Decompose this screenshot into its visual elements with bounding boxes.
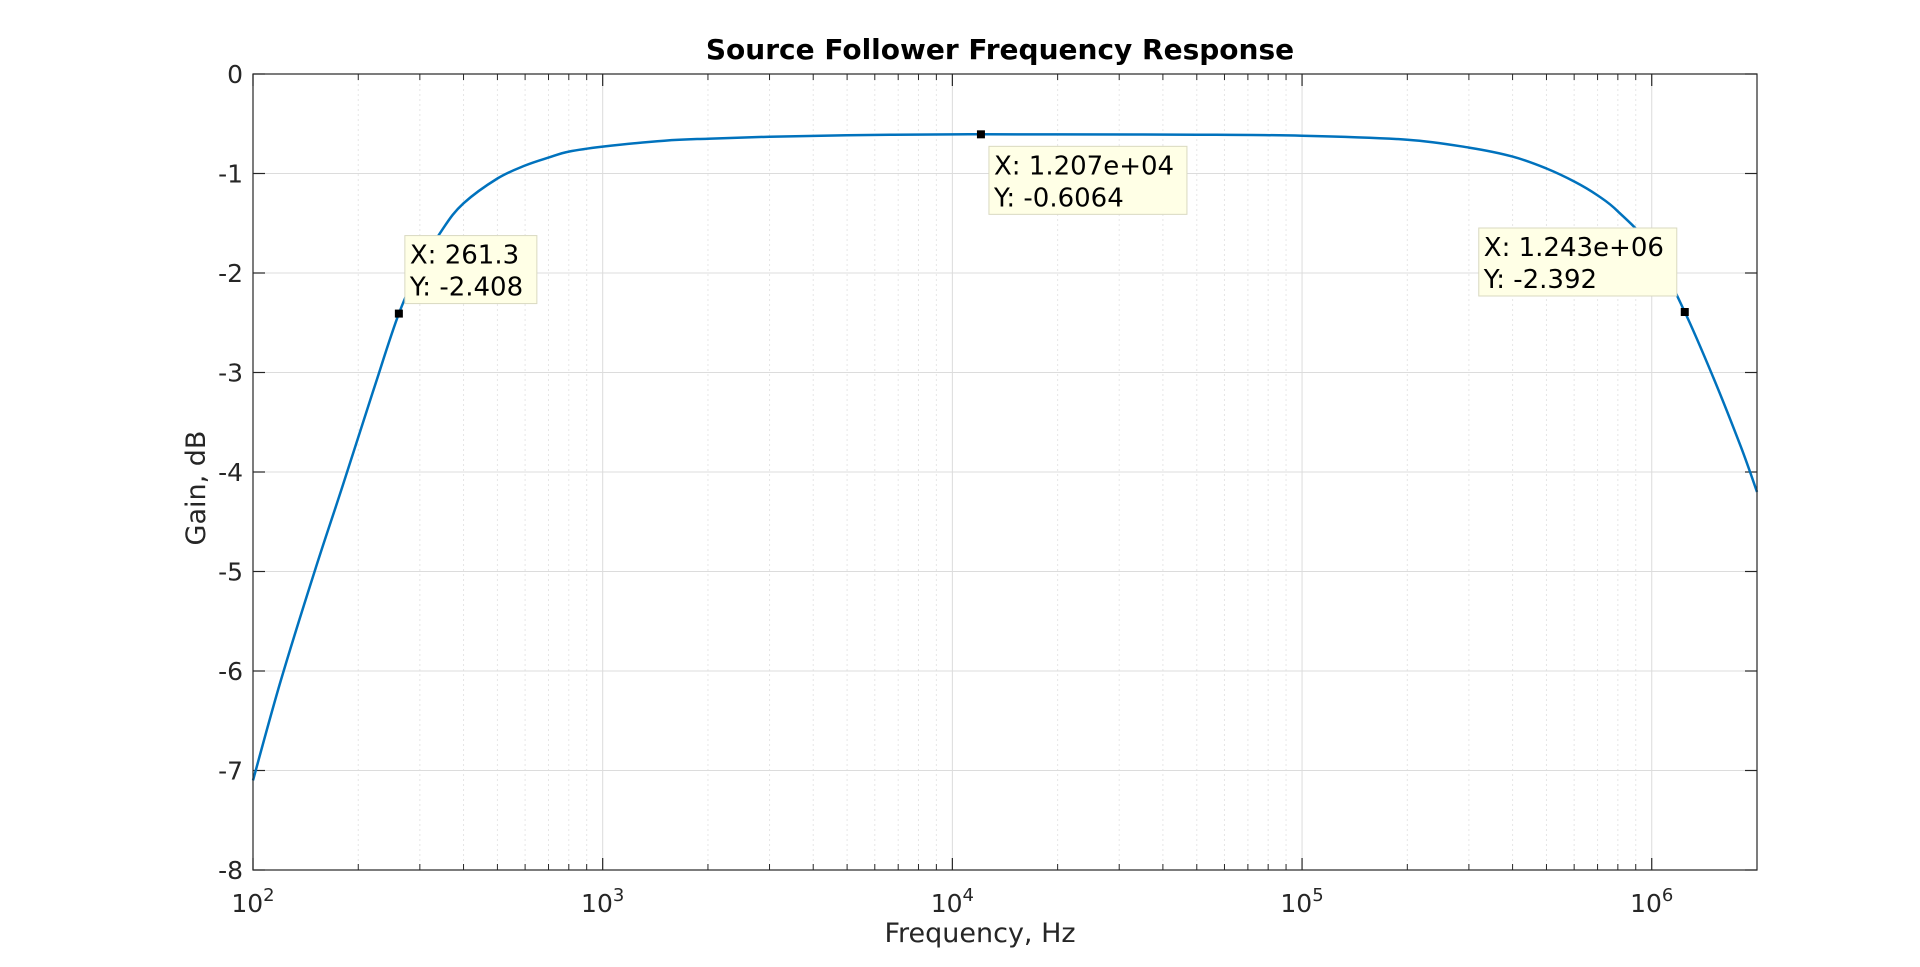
y-tick-labels: 0 -1 -2 -3 -4 -5 -6 -7 -8 (218, 60, 243, 885)
y-tick-label: -8 (218, 856, 243, 885)
x-tick-label: 102 (231, 885, 274, 918)
x-tick-labels: 102 103 104 105 106 (231, 885, 1673, 918)
datatip-box (404, 235, 538, 305)
datatip-y-label: Y: -2.408 (409, 273, 523, 303)
x-tick-label: 105 (1280, 885, 1323, 918)
y-tick-label: -6 (218, 657, 243, 686)
axes-frame (252, 73, 1758, 871)
datatip-x-label: X: 1.207e+04 (994, 151, 1174, 181)
datatip: X: 1.207e+04Y: -0.6064 (976, 130, 1188, 215)
datatip-marker (394, 309, 403, 318)
y-tick-label: -2 (218, 259, 243, 288)
datatip-x-label: X: 1.243e+06 (1484, 233, 1664, 263)
y-tick-label: -7 (218, 757, 243, 786)
datatip-box (988, 145, 1188, 215)
y-tick-label: 0 (227, 60, 243, 89)
x-tick-label: 104 (931, 885, 974, 918)
datatip-marker (976, 130, 985, 139)
y-axis-label: Gain, dB (181, 431, 212, 546)
datatip-box (1478, 227, 1678, 297)
x-tick-label: 103 (581, 885, 624, 918)
chart-title: Source Follower Frequency Response (706, 33, 1294, 66)
y-tick-label: -3 (218, 359, 243, 388)
datatip-y-label: Y: -0.6064 (993, 183, 1124, 213)
y-tick-label: -5 (218, 558, 243, 587)
datatip-y-label: Y: -2.392 (1483, 265, 1597, 295)
x-axis-label: Frequency, Hz (884, 918, 1075, 949)
datatip: X: 261.3Y: -2.408 (394, 235, 538, 318)
y-tick-label: -4 (218, 458, 243, 487)
datatip-marker (1680, 308, 1689, 317)
datatip-x-label: X: 261.3 (410, 241, 519, 271)
x-tick-label: 106 (1630, 885, 1673, 918)
datatip: X: 1.243e+06Y: -2.392 (1478, 227, 1689, 317)
y-tick-label: -1 (218, 160, 243, 189)
